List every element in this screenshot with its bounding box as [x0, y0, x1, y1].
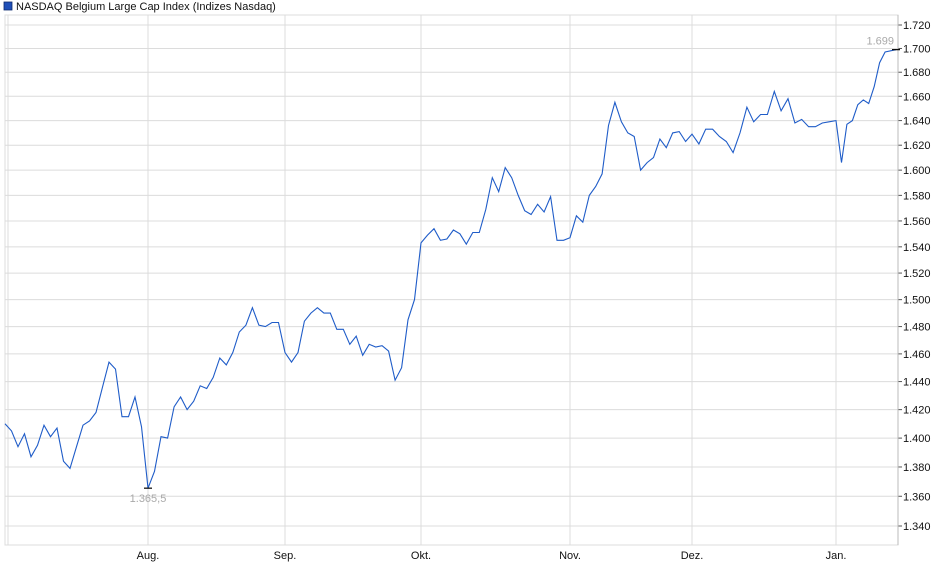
y-tick-label: 1.540: [903, 242, 931, 254]
y-tick-label: 1.460: [903, 349, 931, 361]
x-tick-label: Nov.: [559, 550, 581, 562]
y-tick-label: 1.580: [903, 190, 931, 202]
x-axis: Aug. Sep. Okt. Nov. Dez. Jan.: [137, 550, 847, 562]
x-tick-label: Dez.: [681, 550, 704, 562]
grid: [4, 14, 899, 546]
y-tick-label: 1.720: [903, 20, 931, 32]
y-tick-label: 1.700: [903, 43, 931, 55]
plot-frame: [4, 14, 899, 546]
x-tick-label: Jan.: [826, 550, 847, 562]
y-tick-label: 1.380: [903, 462, 931, 474]
series-line: [4, 49, 897, 489]
y-tick-label: 1.440: [903, 377, 931, 389]
y-tick-label: 1.500: [903, 295, 931, 307]
y-tick-label: 1.640: [903, 116, 931, 128]
x-tick-label: Aug.: [137, 550, 160, 562]
y-tick-label: 1.480: [903, 322, 931, 334]
last-label: 1.699: [866, 36, 894, 48]
y-tick-label: 1.600: [903, 165, 931, 177]
x-tick-label: Okt.: [411, 550, 431, 562]
y-tick-label: 1.340: [903, 521, 931, 533]
y-tick-label: 1.560: [903, 216, 931, 228]
y-tick-label: 1.360: [903, 491, 931, 503]
y-tick-label: 1.520: [903, 268, 931, 280]
y-tick-label: 1.620: [903, 140, 931, 152]
y-tick-label: 1.400: [903, 433, 931, 445]
y-axis: 1.720 1.700 1.680 1.660 1.640 1.620 1.600 1.580…: [897, 15, 931, 545]
y-tick-label: 1.420: [903, 405, 931, 417]
y-tick-label: 1.660: [903, 91, 931, 103]
x-tick-label: Sep.: [274, 550, 297, 562]
legend-swatch: [3, 1, 13, 11]
legend-label: NASDAQ Belgium Large Cap Index (Indizes …: [16, 1, 276, 13]
y-tick-label: 1.680: [903, 67, 931, 79]
min-label: 1.365,5: [130, 493, 167, 505]
